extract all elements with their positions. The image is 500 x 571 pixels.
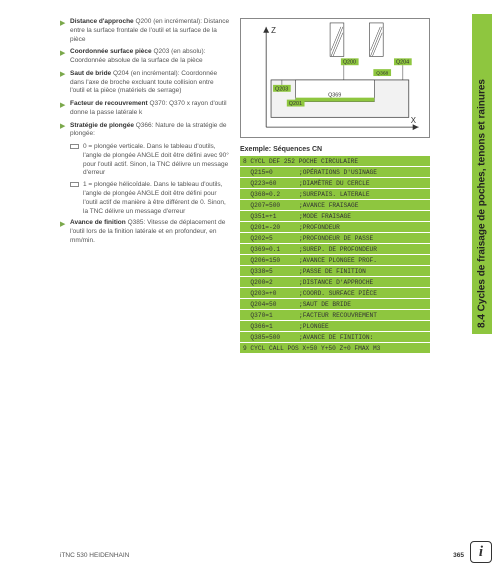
code-line: 9 CYCL CALL POS X+50 Y+50 Z+0 FMAX M3: [240, 343, 430, 353]
code-line: Q368=0.2;SUREPAIS. LATERALE: [240, 189, 430, 199]
bullet-icon: ▶: [60, 70, 70, 96]
svg-text:Q203: Q203: [275, 86, 288, 92]
param-item: ▶Avance de finition Q385: Vitesse de dép…: [60, 219, 230, 245]
code-line: Q366=1;PLONGEE: [240, 321, 430, 331]
box-icon: [70, 182, 79, 187]
code-line: Q202=5;PROFONDEUR DE PASSE: [240, 233, 430, 243]
bullet-icon: ▶: [60, 122, 70, 140]
param-item: ▶Coordonnée surface pièce Q203 (en absol…: [60, 48, 230, 66]
code-line: Q201=-20;PROFONDEUR: [240, 222, 430, 232]
svg-text:Z: Z: [271, 26, 276, 35]
example-label: Exemple: Séquences CN: [240, 146, 464, 153]
nc-code-block: 8 CYCL DEF 252 POCHE CIRCULAIRE Q215=0;O…: [240, 156, 430, 353]
param-item: ▶Distance d'approche Q200 (en incrémenta…: [60, 18, 230, 44]
bullet-icon: ▶: [60, 48, 70, 66]
code-line: Q223=60;DIAMÈTRE DU CERCLE: [240, 178, 430, 188]
page-number: 365: [453, 552, 464, 559]
bullet-icon: ▶: [60, 100, 70, 118]
code-line: Q207=500;AVANCE FRAISAGE: [240, 200, 430, 210]
bullet-icon: ▶: [60, 219, 70, 245]
param-sub-item: 0 = plongée verticale. Dans le tableau d…: [70, 143, 230, 178]
side-section-title: 8.4 Cycles de fraisage de poches, tenons…: [472, 14, 492, 334]
code-line: Q370=1;FACTEUR RECOUVREMENT: [240, 310, 430, 320]
code-line: Q351=+1;MODE FRAISAGE: [240, 211, 430, 221]
code-line: Q200=2;DISTANCE D'APPROCHE: [240, 277, 430, 287]
tool-diagram: Z X Q369: [240, 18, 430, 138]
svg-text:Q204: Q204: [396, 60, 409, 66]
param-item: ▶Facteur de recouvrement Q370: Q370 x ra…: [60, 100, 230, 118]
info-icon: i: [470, 541, 492, 563]
bullet-icon: ▶: [60, 18, 70, 44]
svg-text:Q368: Q368: [376, 71, 388, 77]
code-line: Q385=500;AVANCE DE FINITION:: [240, 332, 430, 342]
code-line: Q215=0;OPÉRATIONS D'USINAGE: [240, 167, 430, 177]
parameter-list: ▶Distance d'approche Q200 (en incrémenta…: [60, 18, 230, 354]
code-line: Q369=0.1;SUREP. DE PROFONDEUR: [240, 244, 430, 254]
code-line: Q206=150;AVANCE PLONGEE PROF.: [240, 255, 430, 265]
svg-text:X: X: [411, 116, 417, 125]
page-footer: iTNC 530 HEIDENHAIN 365: [60, 552, 464, 559]
code-line: Q204=50;SAUT DE BRIDE: [240, 299, 430, 309]
code-line: 8 CYCL DEF 252 POCHE CIRCULAIRE: [240, 156, 430, 166]
param-item: ▶Saut de bride Q204 (en incrémental): Co…: [60, 70, 230, 96]
svg-text:Q200: Q200: [343, 60, 356, 66]
footer-product: iTNC 530 HEIDENHAIN: [60, 552, 129, 559]
svg-text:Q201: Q201: [289, 101, 302, 107]
code-line: Q203=+0;COORD. SURFACE PIÈCE: [240, 288, 430, 298]
param-item: ▶Stratégie de plongée Q366: Nature de la…: [60, 122, 230, 140]
code-line: Q338=5;PASSE DE FINITION: [240, 266, 430, 276]
param-sub-item: 1 = plongée hélicoïdale. Dans le tableau…: [70, 181, 230, 216]
box-icon: [70, 144, 79, 149]
svg-text:Q369: Q369: [328, 93, 341, 99]
